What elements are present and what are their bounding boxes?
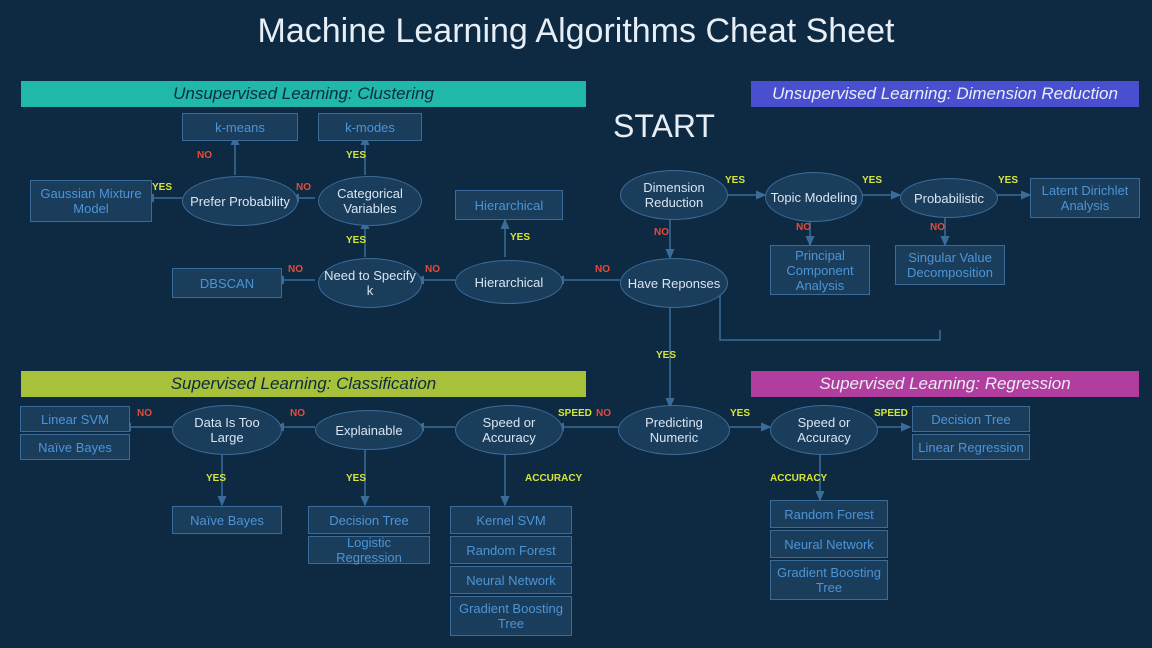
algo-decision-tree: Decision Tree [308,506,430,534]
page-title: Machine Learning Algorithms Cheat Sheet [0,12,1152,51]
data-too-large: Data Is Too Large [172,405,282,455]
lbl: NO [930,222,945,233]
algo-linear-svm: Linear SVM [20,406,130,432]
algo-gbt-r: Gradient Boosting Tree [770,560,888,600]
banner-classification: Supervised Learning: Classification [20,370,587,398]
need-specify-k: Need to Specify k [318,258,422,308]
dim-reduction: Dimension Reduction [620,170,728,220]
banner-clustering: Unsupervised Learning: Clustering [20,80,587,108]
algo-random-forest: Random Forest [450,536,572,564]
lbl: NO [595,264,610,275]
algo-svd: Singular Value Decomposition [895,245,1005,285]
algo-lda: Latent Dirichlet Analysis [1030,178,1140,218]
lbl: NO [290,408,305,419]
algo-hierarchical: Hierarchical [455,190,563,220]
speed-accuracy-r: Speed or Accuracy [770,405,878,455]
lbl: YES [510,232,530,243]
have-responses: Have Reponses [620,258,728,308]
algo-random-forest-r: Random Forest [770,500,888,528]
algo-logistic: Logistic Regression [308,536,430,564]
algo-gmm: Gaussian Mixture Model [30,180,152,222]
algo-kmeans: k-means [182,113,298,141]
algo-decision-tree-r: Decision Tree [912,406,1030,432]
lbl: YES [862,175,882,186]
lbl: YES [346,235,366,246]
lbl: NO [654,227,669,238]
algo-neural-net: Neural Network [450,566,572,594]
hierarchical-q: Hierarchical [455,260,563,304]
lbl: ACCURACY [525,473,582,484]
algo-pca: Principal Component Analysis [770,245,870,295]
lbl: YES [346,473,366,484]
lbl: YES [725,175,745,186]
prefer-probability: Prefer Probability [182,176,298,226]
explainable: Explainable [315,410,423,450]
lbl: YES [346,150,366,161]
algo-naive-bayes2: Naïve Bayes [172,506,282,534]
algo-gbt: Gradient Boosting Tree [450,596,572,636]
lbl: YES [152,182,172,193]
lbl: YES [998,175,1018,186]
lbl: YES [730,408,750,419]
lbl: NO [296,182,311,193]
predicting-numeric: Predicting Numeric [618,405,730,455]
algo-naive-bayes: Naïve Bayes [20,434,130,460]
algo-kernel-svm: Kernel SVM [450,506,572,534]
lbl: NO [197,150,212,161]
lbl: NO [596,408,611,419]
probabilistic: Probabilistic [900,178,998,218]
speed-accuracy-c: Speed or Accuracy [455,405,563,455]
lbl: NO [425,264,440,275]
banner-regression: Supervised Learning: Regression [750,370,1140,398]
algo-kmodes: k-modes [318,113,422,141]
lbl: YES [206,473,226,484]
lbl: NO [796,222,811,233]
categorical-vars: Categorical Variables [318,176,422,226]
algo-dbscan: DBSCAN [172,268,282,298]
banner-dimension: Unsupervised Learning: Dimension Reducti… [750,80,1140,108]
start-label: START [613,108,715,145]
algo-neural-net-r: Neural Network [770,530,888,558]
lbl: NO [137,408,152,419]
lbl: NO [288,264,303,275]
topic-modeling: Topic Modeling [765,172,863,222]
algo-linear-reg: Linear Regression [912,434,1030,460]
lbl: SPEED [874,408,908,419]
lbl: SPEED [558,408,592,419]
lbl: YES [656,350,676,361]
lbl: ACCURACY [770,473,827,484]
